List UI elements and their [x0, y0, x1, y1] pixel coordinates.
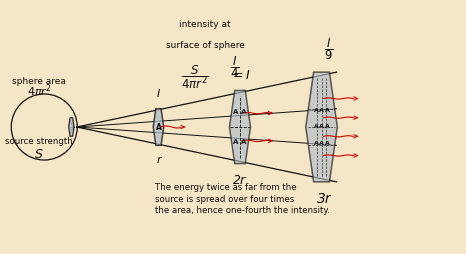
- Text: A: A: [241, 109, 247, 115]
- Text: intensity at: intensity at: [179, 20, 231, 29]
- Text: $\dfrac{I}{4}$: $\dfrac{I}{4}$: [230, 55, 240, 81]
- Polygon shape: [69, 118, 74, 136]
- Text: 3r: 3r: [317, 192, 332, 206]
- Text: A: A: [324, 124, 329, 130]
- Polygon shape: [229, 90, 251, 164]
- Text: S: S: [35, 148, 43, 162]
- Text: $= I$: $= I$: [230, 69, 251, 82]
- Text: I: I: [157, 89, 160, 99]
- Text: A: A: [319, 108, 324, 113]
- Text: $\dfrac{S}{4\pi r^2}$: $\dfrac{S}{4\pi r^2}$: [181, 64, 209, 91]
- Text: A: A: [233, 139, 239, 145]
- Text: A: A: [314, 141, 319, 146]
- Text: A: A: [324, 141, 329, 146]
- Text: $\dfrac{I}{9}$: $\dfrac{I}{9}$: [324, 36, 333, 62]
- Text: A: A: [314, 108, 319, 113]
- Polygon shape: [153, 109, 164, 145]
- Text: A: A: [314, 124, 319, 130]
- Text: A: A: [324, 108, 329, 113]
- Text: sphere area: sphere area: [12, 77, 66, 86]
- Text: r: r: [156, 155, 161, 165]
- Text: A: A: [233, 109, 239, 115]
- Text: 2r: 2r: [233, 173, 247, 187]
- Text: source strength: source strength: [6, 137, 73, 146]
- Text: surface of sphere: surface of sphere: [165, 41, 245, 50]
- Text: $4\pi r^2$: $4\pi r^2$: [27, 82, 52, 99]
- Text: A: A: [241, 139, 247, 145]
- Polygon shape: [306, 72, 337, 182]
- Text: A: A: [156, 122, 161, 132]
- Text: The energy twice as far from the
source is spread over four times
the area, henc: The energy twice as far from the source …: [155, 183, 330, 215]
- Text: A: A: [319, 124, 324, 130]
- Text: A: A: [319, 141, 324, 146]
